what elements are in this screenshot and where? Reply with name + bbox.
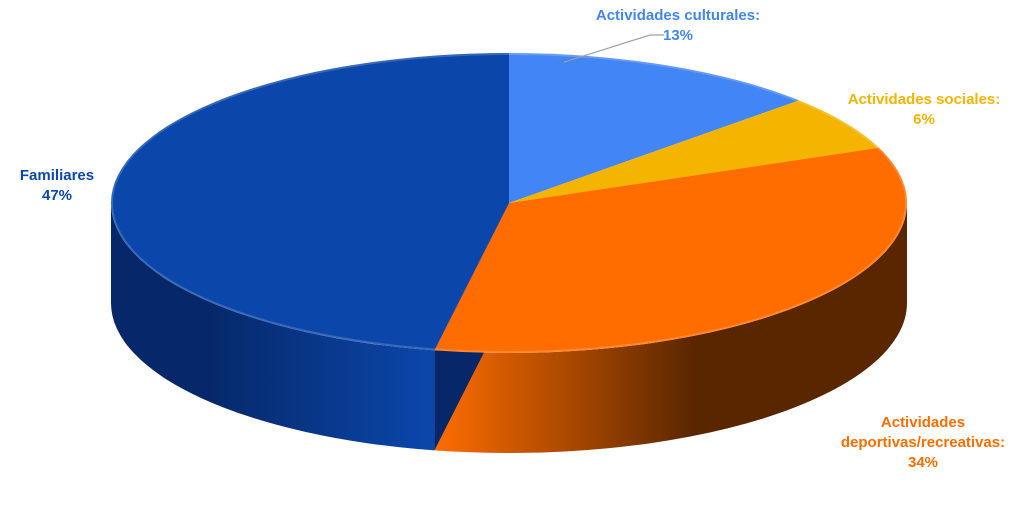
label-line-actividades-sociales-0: Actividades sociales:: [848, 91, 1001, 108]
leader-line-actividades-culturales: [563, 34, 664, 63]
pie-label-layer: Actividades culturales: 13% Actividades so…: [20, 7, 1005, 471]
label-familiares: Familiares 47%: [20, 167, 94, 204]
slice-familiares: [110, 53, 509, 351]
slice-side-familiares: [111, 203, 435, 451]
label-line-actividades-deportivas-recreativas-0: Actividades: [881, 414, 965, 431]
label-line-actividades-sociales-1: 6%: [913, 111, 935, 128]
label-actividades-deportivas-recreativas: Actividades deportivas/recreativas: 34%: [841, 414, 1005, 471]
label-actividades-sociales: Actividades sociales: 6%: [848, 91, 1001, 128]
pie-top-layer: [110, 53, 907, 353]
label-line-actividades-deportivas-recreativas-2: 34%: [908, 454, 938, 471]
label-line-actividades-culturales-1: 13%: [663, 27, 693, 44]
slice-actividades-sociales: [509, 100, 880, 203]
label-line-familiares-1: 47%: [42, 187, 72, 204]
slice-actividades-culturales: [509, 53, 800, 203]
slice-actividades-deportivas-recreativas: [434, 147, 907, 353]
pie-rim-highlight: [111, 53, 907, 353]
label-line-familiares-0: Familiares: [20, 167, 94, 184]
slice-side-actividades-deportivas-recreativas: [434, 203, 907, 453]
label-line-actividades-culturales-0: Actividades culturales:: [596, 7, 760, 24]
label-line-actividades-deportivas-recreativas-1: deportivas/recreativas:: [841, 434, 1005, 451]
label-actividades-culturales: Actividades culturales: 13%: [596, 7, 760, 44]
